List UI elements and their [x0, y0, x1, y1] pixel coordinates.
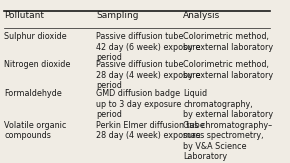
Text: Sulphur dioxide: Sulphur dioxide [4, 32, 67, 41]
Text: Gas chromatography–
mass spectrometry,
by V&A Science
Laboratory: Gas chromatography– mass spectrometry, b… [183, 121, 272, 161]
Text: Colorimetric method,
by external laboratory: Colorimetric method, by external laborat… [183, 60, 273, 80]
Text: Passive diffusion tube
42 day (6 week) exposure
period: Passive diffusion tube 42 day (6 week) e… [96, 32, 201, 62]
Text: GMD diffusion badge
up to 3 day exposure
period: GMD diffusion badge up to 3 day exposure… [96, 89, 182, 119]
Text: Formaldehyde: Formaldehyde [4, 89, 62, 98]
Text: Colorimetric method,
by external laboratory: Colorimetric method, by external laborat… [183, 32, 273, 52]
Text: Nitrogen dioxide: Nitrogen dioxide [4, 60, 70, 69]
Text: Pollutant: Pollutant [4, 11, 44, 20]
Text: Liquid
chromatography,
by external laboratory: Liquid chromatography, by external labor… [183, 89, 273, 119]
Text: Volatile organic
compounds: Volatile organic compounds [4, 121, 66, 140]
Text: Passive diffusion tube
28 day (4 week) exposure
period: Passive diffusion tube 28 day (4 week) e… [96, 60, 201, 90]
Text: Perkin Elmer diffusion tube
28 day (4 week) exposure: Perkin Elmer diffusion tube 28 day (4 we… [96, 121, 205, 140]
Text: Sampling: Sampling [96, 11, 139, 20]
Text: Analysis: Analysis [183, 11, 220, 20]
